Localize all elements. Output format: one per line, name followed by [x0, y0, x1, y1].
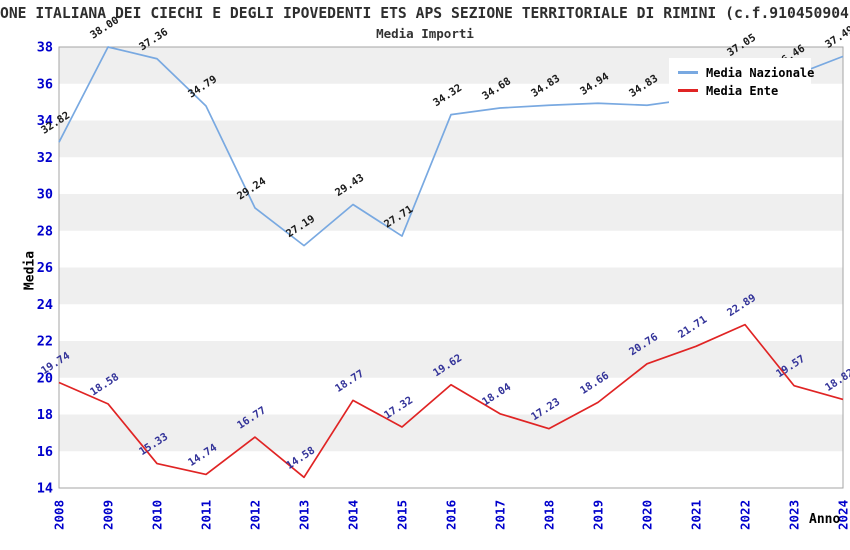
x-tick-label: 2021	[689, 500, 704, 530]
y-tick-label: 22	[37, 334, 53, 350]
y-tick-label: 16	[37, 444, 53, 460]
y-tick-label: 30	[37, 187, 53, 203]
x-tick-label: 2011	[199, 500, 214, 530]
y-tick-label: 36	[37, 76, 53, 92]
grid-band	[59, 230, 843, 268]
y-tick-label: 38	[37, 40, 53, 56]
x-tick-label: 2024	[836, 500, 850, 530]
x-tick-label: 2016	[444, 500, 459, 530]
x-tick-label: 2013	[297, 500, 312, 530]
x-tick-label: 2012	[248, 500, 263, 530]
chart-subtitle: Media Importi	[376, 26, 474, 41]
grid-band	[59, 377, 843, 415]
grid-band	[59, 341, 843, 378]
y-axis-title: Media	[22, 250, 38, 291]
y-tick-label: 18	[37, 407, 53, 423]
grid-band	[59, 157, 843, 194]
grid-band	[59, 194, 843, 231]
x-tick-label: 2015	[395, 500, 410, 530]
legend-label: Media Ente	[706, 83, 779, 98]
x-tick-label: 2009	[101, 500, 116, 530]
legend-label: Media Nazionale	[706, 65, 815, 80]
x-tick-label: 2020	[640, 500, 655, 530]
y-tick-label: 34	[37, 113, 53, 129]
legend-line-swatch-red	[678, 89, 698, 92]
x-tick-label: 2014	[346, 500, 361, 530]
x-tick-label: 2022	[738, 500, 753, 530]
series-line-media-ente	[58, 323, 844, 479]
data-label: 38.00	[88, 14, 121, 41]
x-tick-label: 2010	[150, 500, 165, 530]
x-tick-label: 2018	[542, 500, 557, 530]
grid-band	[59, 414, 843, 452]
y-tick-label: 26	[37, 260, 53, 276]
y-tick-label: 20	[37, 370, 53, 386]
y-tick-label: 14	[37, 481, 53, 497]
x-tick-label: 2019	[591, 500, 606, 530]
y-tick-label: 24	[37, 297, 53, 313]
chart-title: ONE ITALIANA DEI CIECHI E DEGLI IPOVEDEN…	[0, 5, 849, 22]
legend: Media Nazionale Media Ente	[669, 58, 815, 105]
grid-band	[59, 267, 843, 305]
y-tick-label: 32	[37, 150, 53, 166]
x-axis-title: Anno	[809, 512, 841, 527]
grid-band	[59, 120, 843, 158]
legend-item-media-nazionale: Media Nazionale	[678, 64, 815, 81]
plot-border	[58, 46, 844, 489]
legend-item-media-ente: Media Ente	[678, 82, 811, 99]
x-tick-label: 2008	[52, 500, 67, 530]
grid-band	[59, 304, 843, 341]
x-tick-label: 2023	[787, 500, 802, 530]
x-tick-label: 2017	[493, 500, 508, 530]
legend-line-swatch-blue	[678, 71, 698, 74]
y-tick-label: 28	[37, 223, 53, 239]
grid-band	[59, 451, 843, 488]
